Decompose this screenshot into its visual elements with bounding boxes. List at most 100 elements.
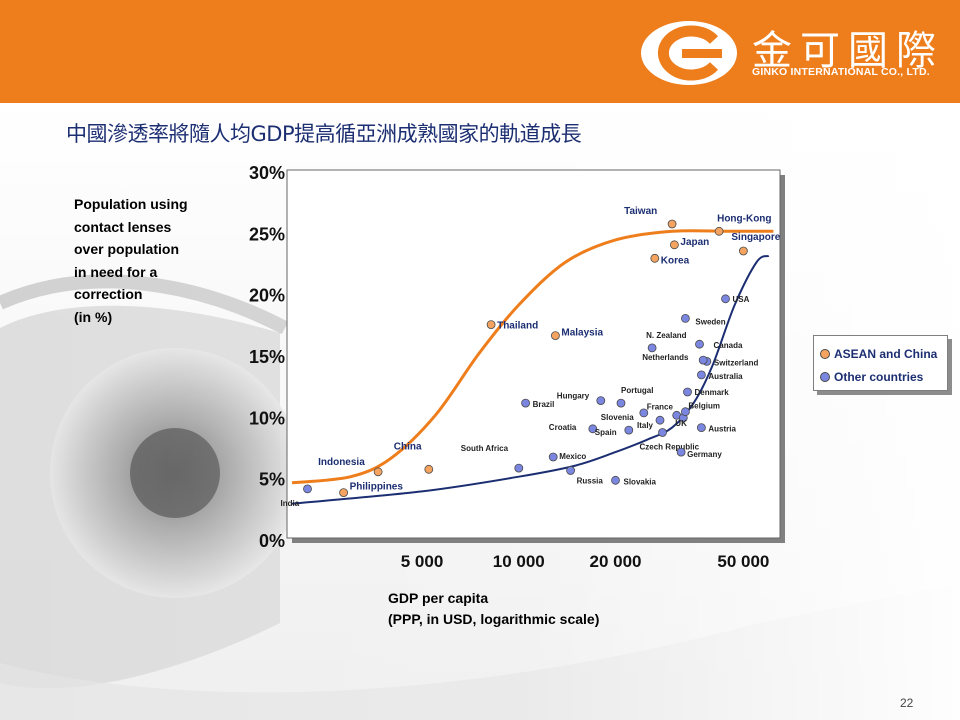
data-point-sweden	[681, 313, 690, 323]
y-axis-title-line: correction	[74, 286, 143, 302]
y-tick-label: 0%	[259, 531, 285, 551]
data-label-thailand: Thailand	[497, 321, 538, 332]
data-point-taiwan	[667, 219, 677, 229]
data-label-belgium: Belgium	[688, 402, 720, 411]
data-point-denmark	[683, 387, 692, 397]
y-tick-label: 10%	[249, 408, 285, 428]
y-tick-label: 20%	[249, 286, 285, 306]
legend-marker	[820, 372, 830, 382]
data-point-mexico	[548, 452, 558, 462]
y-axis-title-line: Population using	[74, 196, 188, 212]
ginko-logo-icon	[641, 21, 737, 85]
y-axis-title-line: (in %)	[74, 308, 113, 325]
data-label-portugal: Portugal	[621, 386, 653, 395]
data-point-singapore	[739, 246, 748, 256]
data-label-philippines: Philippines	[350, 482, 404, 493]
y-axis-title: Population using contact lenses over pop…	[74, 193, 244, 328]
data-label-sweden: Sweden	[695, 317, 725, 326]
data-point-czech-republic	[658, 428, 667, 437]
x-tick-label: 10 000	[493, 552, 545, 571]
legend-label: ASEAN and China	[834, 347, 938, 361]
data-label-singapore: Singapore	[731, 232, 780, 243]
data-label-south-africa: South Africa	[461, 444, 509, 453]
data-label-china: China	[394, 441, 422, 452]
asean-trend-curve	[291, 229, 774, 485]
data-point-australia	[697, 370, 706, 380]
data-point-thailand	[486, 320, 496, 330]
x-axis-title-line: (PPP, in USD, logarithmic scale)	[388, 611, 600, 627]
y-tick-label: 5%	[259, 470, 285, 490]
data-label-malaysia: Malaysia	[561, 328, 603, 339]
y-axis-ticks: 0% 5% 10% 15% 20% 25% 30%	[249, 163, 285, 551]
data-label-hong-kong: Hong-Kong	[717, 213, 771, 224]
data-point-hungary	[596, 396, 606, 406]
data-point-spain	[624, 425, 634, 435]
data-label-germany: Germany	[687, 450, 722, 459]
x-axis-ticks: 5 000 10 000 20 000 50 000	[401, 552, 770, 571]
data-label-croatia: Croatia	[549, 423, 577, 432]
trend-curves	[291, 229, 774, 505]
data-label-russia: Russia	[577, 477, 604, 486]
data-point-croatia	[588, 424, 598, 434]
data-label-uk: UK	[675, 419, 687, 428]
data-label-india: India	[281, 499, 300, 508]
data-label-italy: Italy	[637, 421, 654, 430]
other-trend-curve	[291, 254, 770, 505]
data-point-south-africa	[514, 463, 524, 473]
data-point-malaysia	[551, 331, 560, 341]
data-point-usa	[721, 294, 730, 304]
legend-label: Other countries	[834, 370, 924, 384]
company-name-english: GINKO INTERNATIONAL CO., LTD.	[752, 66, 930, 78]
data-label-austria: Austria	[708, 425, 736, 434]
data-label-korea: Korea	[661, 255, 690, 266]
legend-marker	[820, 349, 830, 359]
data-label-netherlands: Netherlands	[642, 353, 689, 362]
header-banner: 金可國際 GINKO INTERNATIONAL CO., LTD.	[0, 0, 960, 103]
data-point-china	[424, 464, 434, 474]
data-point-brazil	[521, 398, 530, 408]
y-tick-label: 30%	[249, 163, 285, 183]
data-point-austria	[697, 423, 706, 433]
y-tick-label: 15%	[249, 347, 285, 367]
data-point-portugal	[616, 398, 626, 408]
data-point-philippines	[339, 488, 349, 498]
y-axis-title-line: contact lenses	[74, 218, 172, 235]
data-point-slovakia	[611, 475, 620, 485]
legend-item-other: Other countries	[820, 369, 923, 385]
data-label-spain: Spain	[595, 428, 617, 437]
y-tick-label: 25%	[249, 224, 285, 244]
data-label-denmark: Denmark	[695, 388, 730, 397]
data-point-korea	[650, 253, 660, 263]
data-point-slovenia	[639, 408, 649, 418]
data-point-italy	[655, 415, 665, 425]
data-label-slovakia: Slovakia	[624, 477, 657, 486]
data-label-indonesia: Indonesia	[318, 457, 365, 468]
data-label-canada: Canada	[714, 341, 743, 350]
data-label-slovenia: Slovenia	[601, 413, 634, 422]
company-name-chinese: 金可國際	[752, 28, 944, 74]
data-label-japan: Japan	[680, 237, 709, 248]
data-point-hong-kong	[714, 226, 724, 236]
data-point-belgium	[681, 407, 690, 417]
data-point-japan	[670, 240, 679, 250]
chart-legend: ASEAN and China Other countries	[813, 335, 948, 391]
data-point-n-zealand	[647, 343, 657, 353]
data-point-india	[303, 484, 312, 494]
data-label-australia: Australia	[708, 372, 743, 381]
y-axis-title-line: over population	[74, 241, 179, 257]
data-point-canada	[695, 339, 704, 349]
data-label-switzerland: Switzerland	[714, 358, 759, 367]
legend-item-asean: ASEAN and China	[820, 346, 937, 362]
page-title: 中國滲透率將隨人均GDP提高循亞洲成熟國家的軌道成長	[66, 122, 582, 146]
data-label-taiwan: Taiwan	[624, 206, 657, 217]
data-label-n-zealand: N. Zealand	[646, 331, 687, 340]
data-point-russia	[566, 466, 575, 475]
data-point-netherlands	[698, 355, 708, 365]
page-number: 22	[900, 696, 914, 710]
data-label-hungary: Hungary	[557, 392, 590, 401]
x-tick-label: 20 000	[590, 552, 642, 571]
x-tick-label: 5 000	[401, 552, 444, 571]
data-label-brazil: Brazil	[533, 400, 555, 409]
data-label-usa: USA	[733, 295, 750, 304]
data-label-mexico: Mexico	[559, 452, 586, 461]
